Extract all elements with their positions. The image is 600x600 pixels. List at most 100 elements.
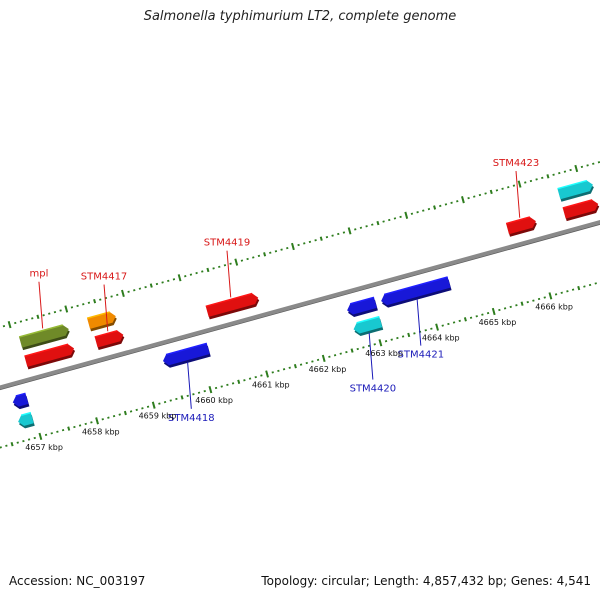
backbone-line <box>0 220 600 390</box>
major-tick <box>491 307 496 316</box>
major-tick <box>378 339 383 347</box>
major-tick <box>461 196 465 204</box>
gene-arrow-highlight <box>505 216 531 225</box>
gene-arrow-highlight <box>356 315 380 324</box>
gene-arrow-highlight <box>165 342 208 356</box>
major-tick <box>548 292 553 300</box>
gene-leader-line <box>187 362 192 409</box>
major-tick <box>291 242 295 251</box>
gene-arrow-body <box>162 343 210 366</box>
scale-label: 4666 kbp <box>535 302 573 311</box>
gene-label: STM4417 <box>81 272 128 283</box>
genome-backbone <box>0 220 600 391</box>
major-tick <box>151 401 156 409</box>
major-tick <box>321 354 326 363</box>
major-tick <box>517 180 522 188</box>
gene-label: STM4420 <box>350 384 397 395</box>
major-tick <box>7 320 12 329</box>
gene-arrow-highlight <box>15 392 26 397</box>
gene-arrow-highlight <box>24 343 69 358</box>
gene-arrow-body <box>562 199 599 219</box>
minor-tick <box>376 220 380 226</box>
gene-label: STM4418 <box>168 413 215 424</box>
minor-tick <box>263 252 267 257</box>
minor-tick <box>319 236 323 241</box>
gene-arrow-body <box>87 312 116 329</box>
scale-label: 4660 kbp <box>195 396 233 405</box>
gene-label: STM4423 <box>493 158 540 169</box>
major-tick <box>435 323 439 331</box>
gene-arrow <box>505 216 537 237</box>
scale-label: 4658 kbp <box>82 427 120 436</box>
gene-arrow <box>18 324 70 351</box>
gene-arrow <box>94 329 125 351</box>
major-tick <box>574 164 579 173</box>
major-tick <box>404 211 409 219</box>
gene-arrow-body <box>557 180 593 200</box>
major-tick <box>38 432 43 441</box>
major-tick <box>95 417 99 425</box>
minor-tick <box>546 174 550 179</box>
tick-marks <box>0 161 600 449</box>
scale-label: 4659 kbp <box>139 412 177 421</box>
scale-label: 4661 kbp <box>252 380 290 389</box>
gene-arrow <box>381 276 452 308</box>
gene-arrow-body <box>94 330 124 348</box>
gene-arrow <box>162 342 211 368</box>
gene-leader-line <box>103 284 109 332</box>
gene-arrow-highlight <box>20 411 31 416</box>
map-title: Salmonella typhimurium LT2, complete gen… <box>143 9 457 24</box>
scale-label: 4657 kbp <box>25 443 63 452</box>
gene-arrow <box>205 292 260 320</box>
gene-arrow-highlight <box>557 179 588 190</box>
gene-leader-line <box>226 250 232 298</box>
gene-arrow-body <box>24 344 75 367</box>
minor-tick <box>407 332 411 338</box>
gene-leader-line <box>515 171 521 218</box>
gene-label: mpl <box>30 269 49 280</box>
gene-arrow-body <box>506 217 536 235</box>
minor-tick <box>180 395 184 400</box>
gene-arrow <box>353 315 384 336</box>
minor-tick <box>93 298 97 304</box>
gene-arrow <box>86 311 117 332</box>
gene-arrow-highlight <box>205 292 253 308</box>
gene-leader-line <box>368 332 374 380</box>
gene-arrow <box>562 199 600 222</box>
gene-arrow-highlight <box>18 324 63 338</box>
gene-arrow-body <box>353 316 383 334</box>
gene-arrow <box>18 411 35 429</box>
gene-arrow-highlight <box>349 296 375 305</box>
minor-tick <box>237 379 241 384</box>
minor-tick <box>433 205 437 210</box>
gene-arrow-body <box>18 412 34 426</box>
gene-arrow <box>347 296 378 317</box>
gene-leader-line <box>38 281 44 329</box>
gene-features <box>12 179 600 429</box>
minor-tick <box>149 283 153 288</box>
scale-labels: 4657 kbp 4658 kbp 4659 kbp 4660 kbp 4661 kbp… <box>25 302 573 452</box>
scale-label: 4665 kbp <box>479 318 517 327</box>
minor-tick <box>67 426 71 431</box>
major-tick <box>234 258 239 266</box>
major-tick <box>208 385 213 394</box>
gene-arrow <box>24 343 76 370</box>
gene-arrow-highlight <box>562 199 593 209</box>
minor-tick <box>463 317 467 322</box>
gene-arrow-body <box>205 293 259 317</box>
minor-tick <box>577 285 581 291</box>
gene-arrow-body <box>347 297 377 315</box>
minor-tick <box>293 363 297 369</box>
minor-tick <box>520 301 524 306</box>
major-tick <box>64 305 69 313</box>
gene-label: STM4419 <box>204 238 251 249</box>
gene-arrow-body <box>381 277 451 306</box>
gene-arrow-highlight <box>94 329 118 338</box>
minor-tick <box>36 314 40 319</box>
gene-labels: mpl STM4417 STM4418 STM4419 STM4420 STM4421 ST… <box>30 158 540 424</box>
major-tick <box>347 227 352 235</box>
scale-label: 4663 kbp <box>365 349 403 358</box>
minor-tick <box>10 442 14 447</box>
minor-tick <box>350 348 354 353</box>
